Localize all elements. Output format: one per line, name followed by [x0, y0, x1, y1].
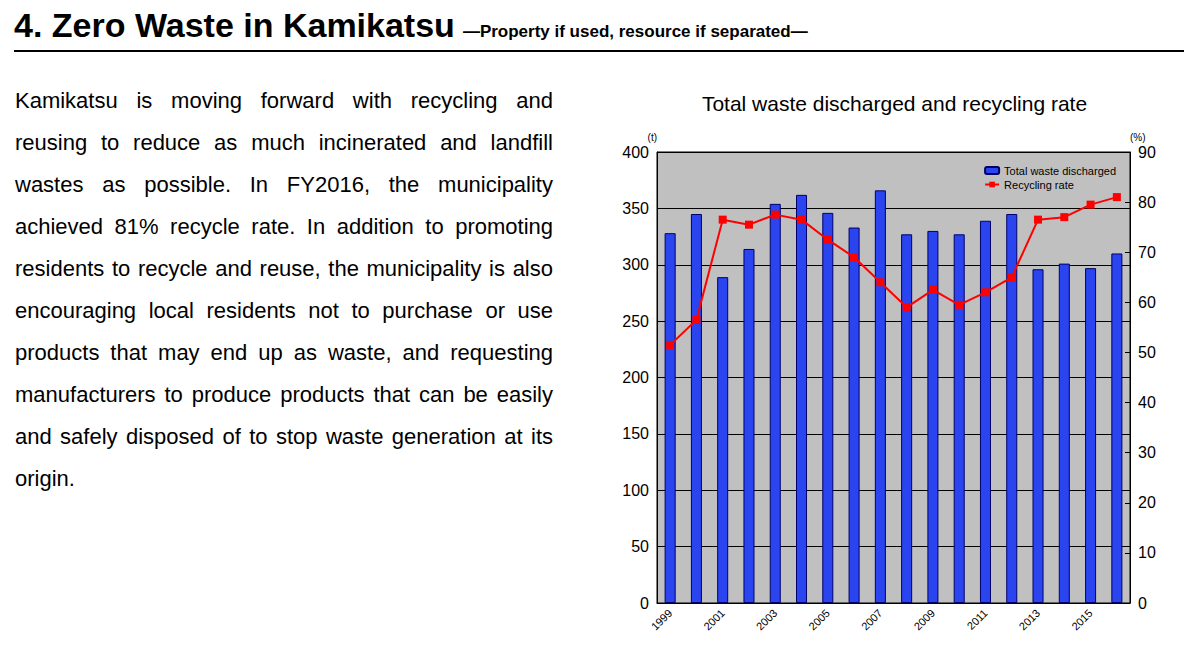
svg-text:1999: 1999 — [649, 607, 675, 633]
svg-text:50: 50 — [1138, 344, 1156, 361]
svg-text:0: 0 — [640, 595, 649, 612]
svg-text:350: 350 — [622, 200, 649, 217]
html-text:4. Zero Waste in Kamikatsu —Pr: 4. Zero Waste in Kamikatsu —Property if … — [14, 6, 808, 44]
svg-text:(%): (%) — [1130, 132, 1146, 143]
svg-text:2013: 2013 — [1017, 607, 1043, 633]
svg-text:10: 10 — [1138, 544, 1156, 561]
svg-text:Total waste discharged: Total waste discharged — [1004, 165, 1116, 177]
svg-text:2003: 2003 — [754, 607, 780, 633]
svg-text:2007: 2007 — [859, 607, 885, 633]
svg-text:2011: 2011 — [965, 607, 990, 632]
svg-text:50: 50 — [631, 538, 649, 555]
svg-text:2005: 2005 — [806, 607, 832, 633]
svg-text:Recycling rate: Recycling rate — [1004, 179, 1074, 191]
svg-text:Total waste discharged and rec: Total waste discharged and recycling rat… — [702, 92, 1087, 115]
svg-text:30: 30 — [1138, 444, 1156, 461]
html-text:Kamikatsu is moving forward wi: Kamikatsu is moving forward with recycli… — [15, 88, 553, 491]
svg-text:40: 40 — [1138, 394, 1156, 411]
svg-text:150: 150 — [622, 425, 649, 442]
svg-text:2009: 2009 — [911, 607, 937, 633]
svg-text:60: 60 — [1138, 294, 1156, 311]
svg-text:100: 100 — [622, 482, 649, 499]
svg-text:250: 250 — [622, 313, 649, 330]
svg-text:70: 70 — [1138, 244, 1156, 261]
svg-text:2001: 2001 — [701, 607, 727, 633]
svg-text:90: 90 — [1138, 144, 1156, 161]
svg-text:300: 300 — [622, 256, 649, 273]
svg-text:200: 200 — [622, 369, 649, 386]
svg-text:400: 400 — [622, 144, 649, 161]
svg-text:80: 80 — [1138, 194, 1156, 211]
svg-text:(t): (t) — [648, 132, 657, 143]
svg-text:20: 20 — [1138, 494, 1156, 511]
svg-text:2015: 2015 — [1069, 607, 1095, 633]
svg-text:0: 0 — [1138, 595, 1147, 612]
